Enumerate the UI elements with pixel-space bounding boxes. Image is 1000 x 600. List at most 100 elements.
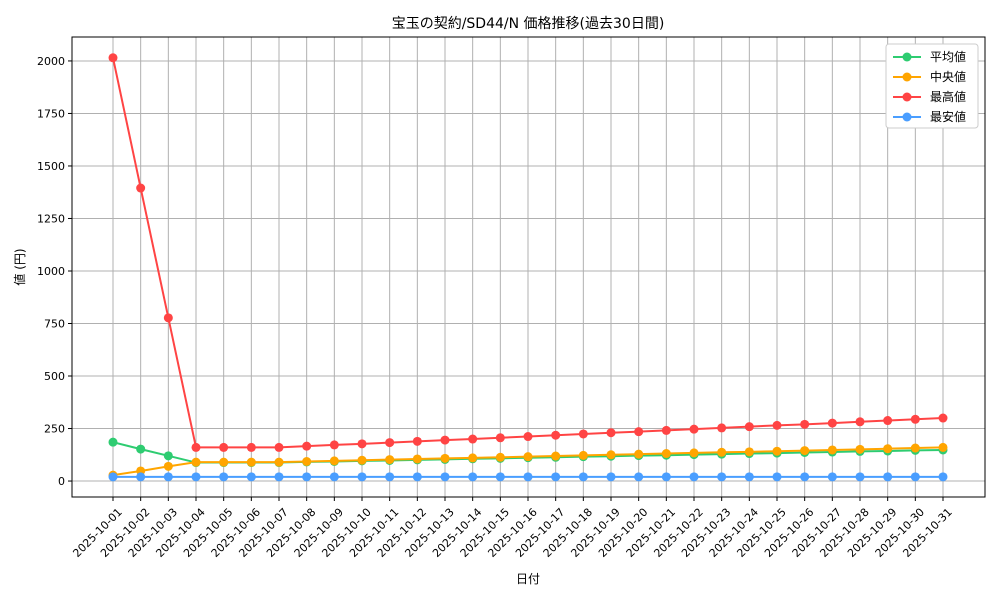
data-point xyxy=(108,437,118,447)
data-point xyxy=(302,441,312,451)
data-point xyxy=(578,429,588,439)
data-point xyxy=(191,472,201,482)
data-point xyxy=(689,448,699,458)
y-tick-label: 1500 xyxy=(37,160,65,173)
data-point xyxy=(302,472,312,482)
data-point xyxy=(772,446,782,456)
data-point xyxy=(495,452,505,462)
data-point xyxy=(412,454,422,464)
data-point xyxy=(219,457,229,467)
legend-marker xyxy=(902,72,912,82)
data-point xyxy=(302,457,312,467)
data-point xyxy=(440,472,450,482)
series-最安値 xyxy=(108,472,948,482)
data-point xyxy=(274,472,284,482)
y-tick-label: 2000 xyxy=(37,55,65,68)
data-point xyxy=(136,183,146,193)
data-point xyxy=(606,428,616,438)
data-point xyxy=(634,427,644,437)
legend-marker xyxy=(902,92,912,102)
data-point xyxy=(385,455,395,465)
data-point xyxy=(855,417,865,427)
data-point xyxy=(551,430,561,440)
data-point xyxy=(136,472,146,482)
series-最高値 xyxy=(108,53,948,452)
data-point xyxy=(910,472,920,482)
y-tick-label: 750 xyxy=(44,318,65,331)
data-point xyxy=(163,461,173,471)
data-point xyxy=(827,472,837,482)
data-point xyxy=(412,472,422,482)
data-point xyxy=(606,472,616,482)
data-point xyxy=(551,472,561,482)
data-point xyxy=(855,472,865,482)
data-point xyxy=(440,453,450,463)
y-tick-label: 1750 xyxy=(37,107,65,120)
data-point xyxy=(385,438,395,448)
data-point xyxy=(495,433,505,443)
data-point xyxy=(136,444,146,454)
data-point xyxy=(689,424,699,434)
data-point xyxy=(163,472,173,482)
data-point xyxy=(800,419,810,429)
y-tick-label: 500 xyxy=(44,370,65,383)
data-point xyxy=(661,425,671,435)
y-tick-label: 250 xyxy=(44,423,65,436)
data-point xyxy=(246,442,256,452)
data-point xyxy=(108,472,118,482)
data-point xyxy=(634,472,644,482)
data-point xyxy=(329,472,339,482)
data-point xyxy=(357,439,367,449)
data-point xyxy=(717,472,727,482)
chart-title: 宝玉の契約/SD44/N 価格推移(過去30日間) xyxy=(392,16,665,32)
y-tick-label: 1000 xyxy=(37,265,65,278)
data-point xyxy=(523,432,533,442)
data-point xyxy=(274,442,284,452)
data-point xyxy=(219,472,229,482)
data-point xyxy=(744,422,754,432)
x-axis-label: 日付 xyxy=(516,572,540,586)
data-point xyxy=(883,472,893,482)
data-point xyxy=(883,444,893,454)
data-point xyxy=(744,447,754,457)
data-point xyxy=(717,447,727,457)
data-point xyxy=(468,434,478,444)
data-point xyxy=(329,456,339,466)
data-point xyxy=(744,472,754,482)
data-point xyxy=(357,455,367,465)
data-point xyxy=(246,457,256,467)
legend-label: 最安値 xyxy=(930,109,966,124)
data-point xyxy=(855,444,865,454)
data-point xyxy=(689,472,699,482)
data-point xyxy=(523,472,533,482)
plot-frame xyxy=(71,36,986,498)
data-point xyxy=(329,440,339,450)
data-point xyxy=(412,436,422,446)
data-point xyxy=(827,418,837,428)
data-point xyxy=(634,449,644,459)
legend-box xyxy=(885,43,979,129)
data-point xyxy=(440,435,450,445)
data-point xyxy=(357,472,367,482)
data-point xyxy=(827,445,837,455)
data-point xyxy=(800,446,810,456)
data-point xyxy=(606,450,616,460)
data-point xyxy=(938,413,948,423)
legend-label: 最高値 xyxy=(930,89,966,104)
y-axis-label: 値 (円) xyxy=(12,248,27,285)
legend-marker xyxy=(902,52,912,62)
data-point xyxy=(385,472,395,482)
data-point xyxy=(938,442,948,452)
data-point xyxy=(883,416,893,426)
legend-marker xyxy=(902,112,912,122)
data-point xyxy=(246,472,256,482)
data-point xyxy=(800,472,810,482)
data-point xyxy=(578,450,588,460)
data-point xyxy=(468,453,478,463)
data-point xyxy=(523,452,533,462)
data-point xyxy=(772,420,782,430)
data-point xyxy=(717,423,727,433)
data-point xyxy=(163,313,173,323)
series-中央値 xyxy=(108,442,948,480)
